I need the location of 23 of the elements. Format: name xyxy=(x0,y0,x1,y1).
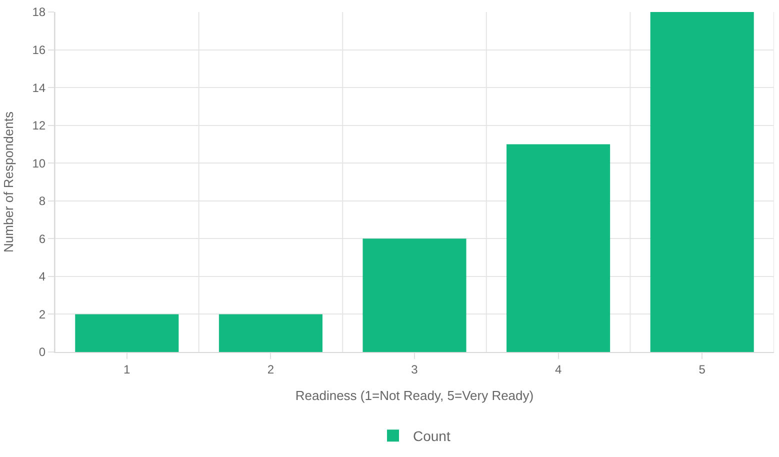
y-tick-label: 6 xyxy=(38,232,46,246)
x-tick-label: 2 xyxy=(267,362,274,376)
x-axis-title: Readiness (1=Not Ready, 5=Very Ready) xyxy=(295,388,534,403)
y-tick-label: 18 xyxy=(32,5,46,20)
y-tick-label: 8 xyxy=(38,194,46,208)
y-tick-label: 14 xyxy=(32,80,46,95)
y-tick-label: 4 xyxy=(38,270,46,284)
y-tick-label: 0 xyxy=(38,345,46,360)
bar xyxy=(650,12,754,352)
bar xyxy=(506,144,610,352)
x-tick-label: 5 xyxy=(698,362,706,376)
x-tick-label: 3 xyxy=(411,362,418,376)
bar xyxy=(362,238,466,352)
y-axis-title: Number of Respondents xyxy=(1,111,16,252)
y-tick-label: 16 xyxy=(32,42,46,57)
x-tick-label: 1 xyxy=(124,362,131,376)
x-tick-label: 4 xyxy=(554,362,562,376)
y-tick-label: 2 xyxy=(38,307,46,322)
y-tick-label: 12 xyxy=(32,118,46,133)
bar xyxy=(218,314,322,352)
y-tick-label: 10 xyxy=(32,156,46,170)
bar xyxy=(75,314,179,352)
legend-label: Count xyxy=(413,428,450,444)
